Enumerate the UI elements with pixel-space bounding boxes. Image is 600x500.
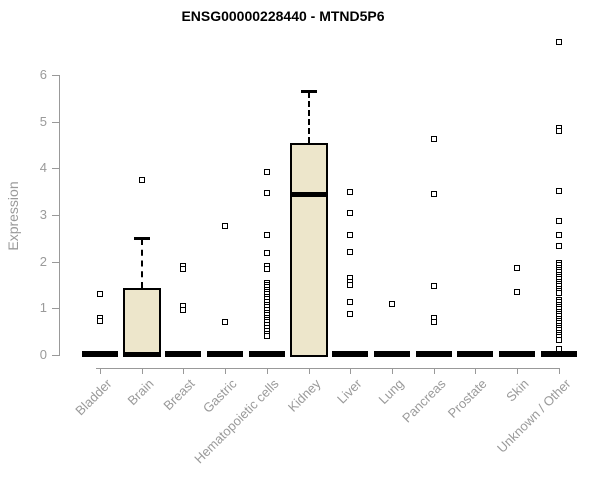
x-axis-line xyxy=(96,368,559,369)
outlier-point xyxy=(263,232,270,239)
y-tick xyxy=(52,355,59,356)
x-tick xyxy=(308,368,310,374)
outlier-point xyxy=(347,282,354,288)
zero-bar xyxy=(499,351,536,357)
whisker-cap xyxy=(133,237,150,241)
outlier-point xyxy=(263,249,270,256)
x-tick xyxy=(141,368,143,374)
outlier-point xyxy=(555,290,562,297)
median-line xyxy=(289,192,328,198)
outlier-point xyxy=(555,345,562,352)
x-tick xyxy=(517,368,519,374)
outlier-point xyxy=(97,290,103,297)
zero-bar xyxy=(457,351,494,357)
whisker-line xyxy=(140,239,143,289)
outlier-point xyxy=(389,301,396,308)
median-line xyxy=(122,352,161,357)
outlier-point xyxy=(347,189,354,196)
outlier-point xyxy=(430,282,437,289)
x-tick xyxy=(100,368,101,374)
zero-bar xyxy=(374,351,411,357)
y-tick xyxy=(52,261,59,263)
outlier-point xyxy=(430,135,437,142)
box xyxy=(122,288,161,357)
outlier-point xyxy=(555,218,562,225)
outlier-point xyxy=(347,248,354,255)
x-tick xyxy=(433,368,435,374)
zero-bar xyxy=(415,351,452,357)
zero-bar xyxy=(82,351,118,357)
outlier-point xyxy=(347,298,354,305)
outlier-point xyxy=(180,266,187,273)
y-tick-label: 6 xyxy=(39,67,47,82)
y-tick xyxy=(52,215,59,216)
whisker-cap xyxy=(300,89,317,93)
outlier-point xyxy=(263,190,270,197)
outlier-point xyxy=(555,187,562,194)
chart-title: ENSG00000228440 - MTND5P6 xyxy=(181,8,385,24)
zero-bar xyxy=(207,351,244,357)
zero-bar xyxy=(165,351,202,357)
outlier-point xyxy=(555,232,562,239)
outlier-point xyxy=(514,289,521,295)
outlier-point xyxy=(263,333,270,340)
outlier-point xyxy=(263,265,270,272)
outlier-point xyxy=(514,265,521,272)
outlier-point xyxy=(347,232,354,239)
y-tick-label: 1 xyxy=(39,300,47,316)
y-tick-label: 2 xyxy=(39,253,47,269)
whisker-line xyxy=(307,91,310,143)
y-tick-label: 4 xyxy=(39,160,47,176)
outlier-point xyxy=(555,336,562,343)
y-tick-label: 3 xyxy=(39,207,47,222)
y-tick xyxy=(52,168,59,170)
y-tick xyxy=(52,75,59,76)
outlier-point xyxy=(555,127,562,134)
y-tick-label: 5 xyxy=(39,113,47,129)
x-tick xyxy=(558,368,560,374)
x-tick xyxy=(183,368,185,374)
outlier-point xyxy=(138,177,145,183)
zero-bar xyxy=(332,351,369,357)
outlier-point xyxy=(430,191,437,197)
zero-bar xyxy=(540,351,577,357)
outlier-point xyxy=(347,209,354,216)
outlier-point xyxy=(180,307,187,314)
y-tick-label: 0 xyxy=(39,347,47,362)
outlier-point xyxy=(222,223,229,230)
x-tick xyxy=(392,368,394,374)
x-tick xyxy=(475,368,477,374)
box xyxy=(289,142,328,357)
x-tick xyxy=(350,368,352,374)
outlier-point xyxy=(347,310,354,317)
y-tick xyxy=(52,121,59,123)
outlier-point xyxy=(97,317,103,324)
x-tick xyxy=(225,368,227,374)
y-axis-line xyxy=(59,75,60,356)
y-tick xyxy=(52,308,59,310)
outlier-point xyxy=(222,318,229,325)
outlier-point xyxy=(555,38,562,45)
outlier-point xyxy=(555,242,562,249)
x-tick xyxy=(266,368,268,374)
zero-bar xyxy=(248,351,285,357)
outlier-point xyxy=(263,169,270,176)
outlier-point xyxy=(430,318,437,325)
